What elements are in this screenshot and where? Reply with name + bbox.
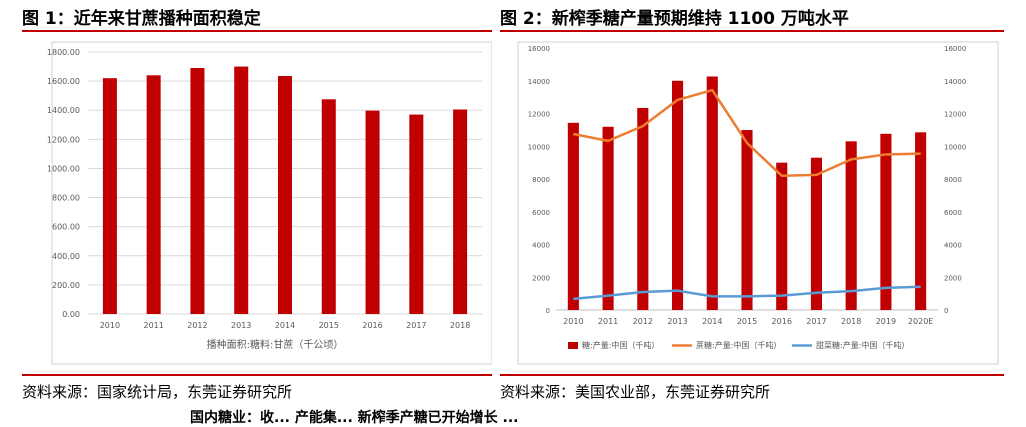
chart1-x-tick-label: 2016 — [362, 321, 382, 330]
chart2-legend-swatch — [568, 342, 578, 349]
chart2-y-tick-label-right: 10000 — [944, 143, 966, 151]
chart2-x-tick-label: 2018 — [841, 317, 861, 326]
chart2-y-tick-label-left: 14000 — [528, 78, 550, 86]
chart2-x-tick-label: 2010 — [563, 317, 583, 326]
chart2-x-tick-label: 2013 — [667, 317, 687, 326]
chart1-bar — [409, 114, 424, 314]
chart2-y-tick-label-left: 4000 — [532, 242, 550, 250]
chart2-beet-sugar-line — [573, 285, 921, 301]
chart1-bar — [146, 75, 161, 315]
chart2-bar — [880, 133, 892, 310]
chart1-y-tick-label: 1200.00 — [47, 135, 80, 144]
figure1-title: 图 1：近年来甘蔗播种面积稳定 — [22, 9, 261, 29]
sugarcane-area-chart: 0.00 200.00 400.00 600.00 800.00 1000.00 1200.… — [47, 41, 492, 365]
chart2-y-tick-label-right: 12000 — [944, 111, 966, 119]
chart2-legend-label: 糖:产量:中国（千吨） — [582, 340, 659, 350]
chart1-y-tick-label: 800.00 — [52, 194, 80, 203]
chart2-y-tick-label-left: 10000 — [528, 143, 550, 151]
chart2-bar — [741, 130, 753, 310]
chart2-x-tick-label: 2015 — [737, 317, 757, 326]
chart1-y-tick-label: 1400.00 — [47, 106, 80, 115]
chart2-bar — [810, 157, 823, 310]
chart2-legend-label: 蔗糖:产量:中国（千吨） — [696, 340, 781, 350]
chart1-frame — [51, 41, 492, 365]
chart1-bar — [102, 78, 117, 314]
figure2-title-rule — [500, 30, 1004, 32]
chart2-bar — [776, 162, 788, 310]
chart1-x-tick-label: 2011 — [143, 321, 163, 330]
chart1-x-tick-label: 2014 — [275, 321, 295, 330]
figure2-title: 图 2：新榨季糖产量预期维持 1100 万吨水平 — [500, 9, 849, 29]
chart1-bar — [453, 109, 468, 314]
chart2-bar — [845, 141, 857, 310]
chart2-x-tick-label: 2011 — [598, 317, 618, 326]
figure2-source: 资料来源：美国农业部，东莞证券研究所 — [500, 383, 771, 401]
chart2-x-tick-label: 2014 — [702, 317, 722, 326]
footer-text-fragment: 国内糖业：收... 产能集... 新榨季产糖已开始增长 ... — [190, 410, 519, 426]
chart1-x-tick-label: 2018 — [450, 321, 470, 330]
chart2-y-tick-label-left: 12000 — [528, 111, 550, 119]
chart1-x-tick-label: 2010 — [100, 321, 120, 330]
chart1-y-tick-label: 1800.00 — [47, 48, 80, 57]
chart2-y-tick-label-right: 8000 — [944, 176, 962, 184]
chart2-y-tick-label-right: 0 — [944, 307, 948, 315]
chart2-y-tick-label-right: 16000 — [944, 45, 966, 53]
figure1-bottom-rule — [22, 374, 492, 376]
chart1-x-tick-label: 2017 — [406, 321, 426, 330]
chart2-x-tick-label: 2020E — [908, 317, 933, 326]
figure1-title-rule — [22, 30, 492, 32]
chart1-bar — [234, 66, 249, 314]
figure1-source: 资料来源：国家统计局，东莞证券研究所 — [22, 383, 293, 401]
sugar-production-chart: 0 0 2000 2000 4000 4000 6000 6000 8000 8000 10000 1… — [517, 41, 999, 365]
chart1-x-tick-label: 2012 — [187, 321, 207, 330]
chart2-y-tick-label-right: 2000 — [944, 274, 962, 282]
chart1-bar — [190, 68, 205, 314]
chart2-x-tick-label: 2016 — [772, 317, 792, 326]
chart2-cane-sugar-line — [573, 88, 921, 177]
chart1-y-tick-label: 400.00 — [52, 252, 80, 261]
figure2-bottom-rule — [500, 374, 1004, 376]
chart2-bar — [602, 126, 614, 310]
chart2-frame — [517, 41, 999, 365]
chart1-bar — [321, 99, 336, 314]
chart2-bar — [637, 107, 649, 311]
chart2-legend-label: 甜菜糖:产量:中国（千吨） — [816, 340, 909, 350]
chart2-x-tick-label: 2017 — [806, 317, 826, 326]
chart1-y-tick-label: 0.00 — [62, 310, 80, 319]
chart2-y-tick-label-left: 0 — [546, 307, 550, 315]
chart1-y-tick-label: 1600.00 — [47, 77, 80, 86]
chart2-bar — [567, 122, 579, 311]
chart1-y-tick-label: 1000.00 — [47, 164, 80, 173]
chart1-x-tick-label: 2013 — [231, 321, 251, 330]
chart2-y-tick-label-left: 16000 — [528, 45, 550, 53]
chart2-y-tick-label-left: 2000 — [532, 274, 550, 282]
chart2-bar — [671, 80, 684, 310]
chart1-x-tick-label: 2015 — [319, 321, 339, 330]
chart2-y-tick-label-right: 6000 — [944, 209, 962, 217]
chart1-bar — [365, 110, 380, 314]
chart2-x-tick-label: 2012 — [633, 317, 653, 326]
chart1-y-tick-label: 200.00 — [52, 281, 80, 290]
chart1-legend-label: 播种面积:糖料:甘蔗（千公顷） — [207, 338, 344, 351]
chart2-x-tick-label: 2019 — [876, 317, 896, 326]
chart2-y-tick-label-right: 4000 — [944, 242, 962, 250]
chart2-y-tick-label-right: 14000 — [944, 78, 966, 86]
chart1-y-tick-label: 600.00 — [52, 223, 80, 232]
chart2-bar — [706, 76, 718, 311]
chart2-y-tick-label-left: 6000 — [532, 209, 550, 217]
chart2-bar — [915, 132, 927, 310]
chart1-bar — [277, 76, 293, 314]
chart2-y-tick-label-left: 8000 — [532, 176, 550, 184]
